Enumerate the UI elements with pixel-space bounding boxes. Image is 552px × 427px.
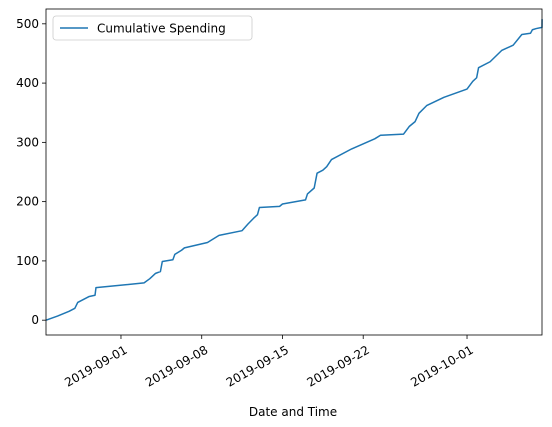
y-tick-label: 200 bbox=[16, 195, 39, 209]
plot-area bbox=[45, 8, 543, 336]
x-tick-label: 2019-09-08 bbox=[143, 343, 210, 390]
x-tick-label: 2019-09-22 bbox=[305, 343, 372, 390]
legend-box bbox=[52, 15, 253, 41]
x-axis-label: Date and Time bbox=[249, 405, 337, 419]
legend-entry-label: Cumulative Spending bbox=[97, 22, 226, 36]
legend: Cumulative Spending bbox=[52, 15, 253, 41]
y-tick-label: 0 bbox=[31, 313, 39, 327]
y-tick-label: 500 bbox=[16, 17, 39, 31]
y-axis: 0 100 200 300 400 500 bbox=[16, 17, 46, 327]
x-tick-label: 2019-09-15 bbox=[224, 343, 291, 390]
y-tick-label: 400 bbox=[16, 76, 39, 90]
plot-frame bbox=[45, 8, 543, 336]
x-tick-label: 2019-10-01 bbox=[408, 343, 475, 390]
x-tick-label: 2019-09-01 bbox=[62, 343, 129, 390]
y-tick-label: 100 bbox=[16, 254, 39, 268]
series-line bbox=[45, 19, 543, 321]
x-axis: 2019-09-01 2019-09-08 2019-09-15 2019-09-22… bbox=[62, 335, 476, 390]
y-tick-label: 300 bbox=[16, 135, 39, 149]
